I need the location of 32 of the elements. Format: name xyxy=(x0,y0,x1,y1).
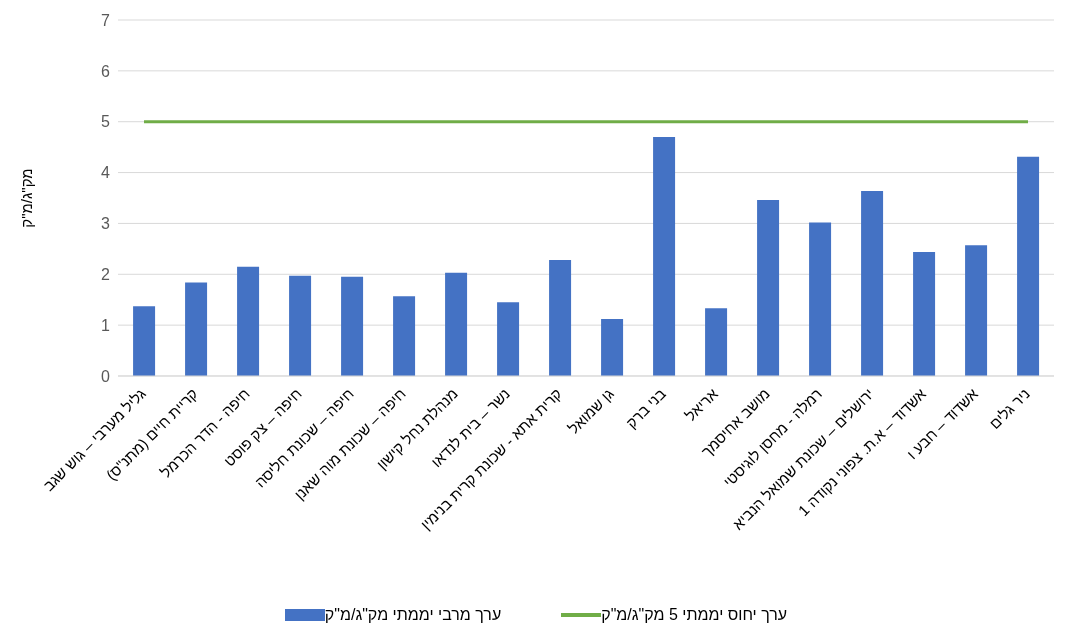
x-tick-label: גן שמואל xyxy=(564,384,617,437)
y-tick-label: 1 xyxy=(101,316,111,334)
x-tick-label: ניר גלים xyxy=(985,384,1033,433)
bar xyxy=(393,296,416,376)
bar xyxy=(237,266,260,376)
bar xyxy=(289,275,312,376)
bar xyxy=(705,308,728,376)
bar xyxy=(601,319,624,376)
bar xyxy=(445,272,468,376)
bar xyxy=(965,245,988,376)
y-tick-label: 6 xyxy=(101,62,111,80)
bar xyxy=(497,302,520,376)
legend-label: ערך מרבי יממתי מק"ג/מ"ק xyxy=(324,606,502,624)
y-tick-label: 0 xyxy=(101,367,111,385)
bar xyxy=(653,136,676,376)
bar xyxy=(1017,156,1040,376)
bar xyxy=(809,222,832,376)
bar xyxy=(341,276,364,376)
y-axis-title: מק"ג/מ"ק xyxy=(18,168,35,228)
bar xyxy=(861,190,884,376)
legend-label: ערך יחוס יממתי 5 מק"ג/מ"ק xyxy=(601,606,788,624)
y-tick-label: 5 xyxy=(101,113,111,131)
y-tick-label: 3 xyxy=(101,215,111,233)
y-tick-label: 7 xyxy=(101,11,111,29)
bar xyxy=(185,282,208,376)
bar xyxy=(913,251,936,376)
x-tick-label: בני ברק xyxy=(622,384,669,432)
bar xyxy=(757,200,780,376)
bar xyxy=(133,306,156,376)
bar xyxy=(549,260,572,376)
y-tick-label: 2 xyxy=(101,265,111,283)
y-tick-label: 4 xyxy=(101,164,111,182)
